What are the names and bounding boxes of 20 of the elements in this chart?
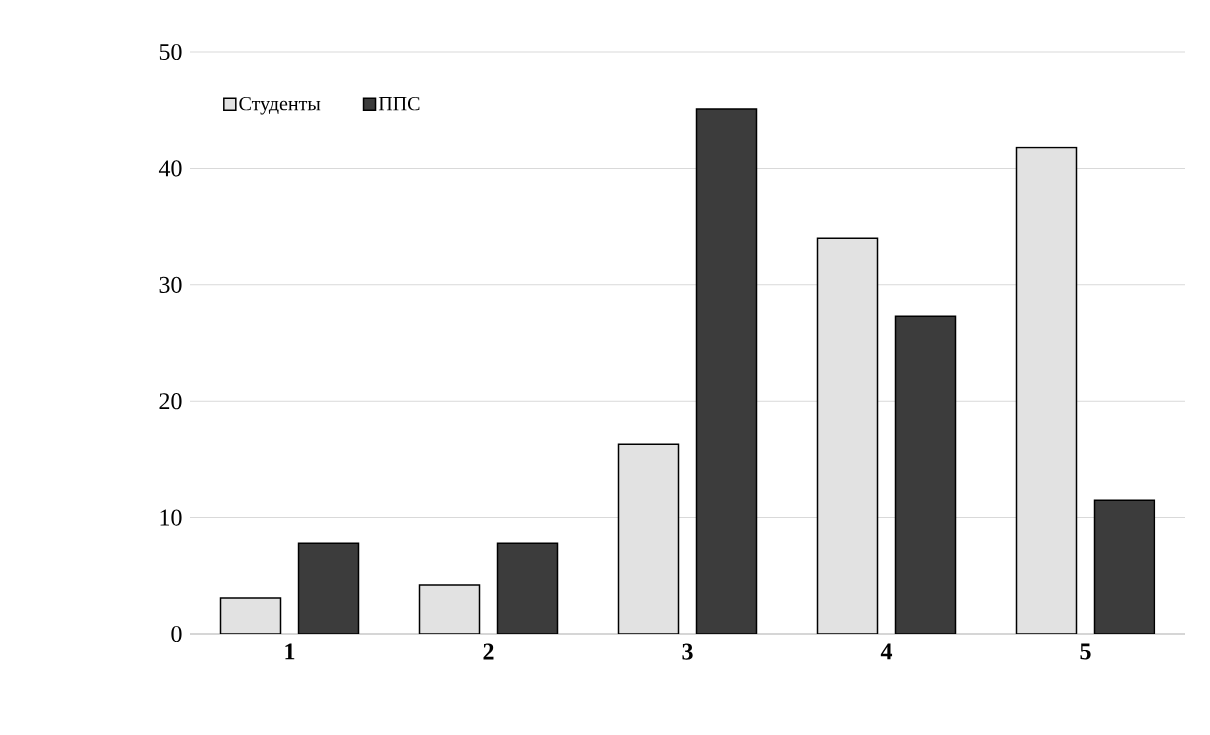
y-tick-label: 20 — [159, 393, 182, 410]
y-tick-label: 30 — [159, 276, 182, 293]
y-tick-label: 40 — [158, 160, 182, 177]
legend-label: ППС — [378, 96, 420, 111]
bar — [219, 597, 282, 634]
bar — [297, 542, 360, 634]
bar — [418, 584, 481, 634]
bar — [1093, 499, 1156, 634]
x-tick-label: 1 — [285, 643, 295, 660]
bar — [496, 542, 559, 634]
bar — [894, 315, 957, 634]
x-tick-label: 4 — [880, 643, 893, 660]
x-tick-label: 5 — [1080, 643, 1091, 660]
x-tick-label: 2 — [483, 643, 494, 660]
x-tick-label: 3 — [682, 643, 693, 660]
y-tick-label: 10 — [160, 509, 182, 526]
legend-label: Студенты — [239, 96, 321, 115]
y-tick-label: 50 — [159, 43, 182, 61]
bar — [695, 108, 758, 634]
y-tick-label: 0 — [171, 625, 182, 643]
